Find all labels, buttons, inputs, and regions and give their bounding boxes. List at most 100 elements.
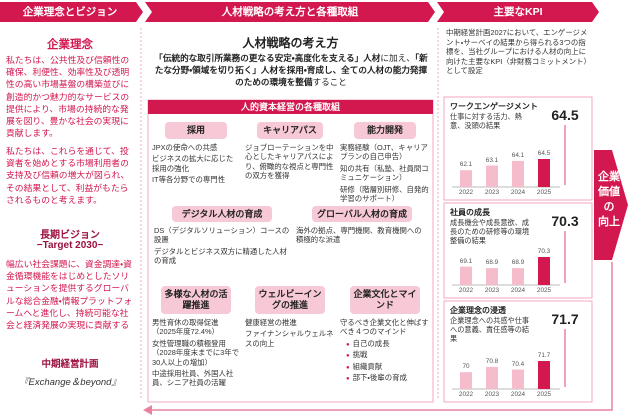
bar	[538, 361, 550, 389]
year-label: 2024	[510, 391, 526, 398]
year-label: 2023	[484, 287, 500, 294]
initiative-body: 健康経営の推進ファイナンシャルウェルネスの向上	[245, 318, 335, 350]
bar-value-label: 70.8	[485, 357, 499, 365]
philosophy-text: 私たちは、これらを通じて、投資者を始めとする市場利用者の支持及び信頼の増大が図ら…	[6, 146, 130, 205]
kpi-headline: 64.5	[551, 107, 579, 123]
initiative-title: 採用	[165, 122, 227, 139]
bar-value-label: 64.1	[511, 151, 525, 159]
philosophy-title: 企業理念	[47, 39, 93, 51]
plan-name: 『Exchange＆beyond』	[19, 377, 121, 388]
year-label: 2022	[458, 287, 474, 294]
bar-value-label: 69.1	[459, 257, 473, 265]
initiative-line: ジョブローテーションを中心としたキャリアパスにより、俯瞰的な視点と専門性の双方を…	[245, 143, 334, 181]
strategy-segment: すること	[312, 77, 347, 87]
header-title: 主要なKPI	[493, 6, 543, 18]
bar-value-label: 68.9	[485, 259, 499, 267]
initiative-line: ファイナンシャルウェルネスの向上	[245, 329, 334, 348]
vision-title: 長期ビジョン	[40, 230, 100, 241]
initiative-title: ウェルビーイングの推進	[255, 286, 325, 314]
outcome-arrow	[594, 150, 628, 260]
initiative-bullet: 部下・後輩の育成	[346, 373, 430, 384]
initiative-title: 能力開発	[354, 122, 416, 139]
bar-value-label: 68.9	[511, 259, 525, 267]
initiative-line: IT等各分野での専門性	[152, 175, 226, 185]
initiative-body: DS（デジタルソリューション）コースの設置 デジタルとビジネス双方に精通した人材の…	[154, 226, 290, 268]
strategy-segment: 「伝統的な取引所業務の更なる安定・高度化を支える」人材	[154, 53, 381, 63]
kpi-desc: 企業理念への共感や仕事への意義、責任感等の結果	[450, 316, 530, 343]
bar	[460, 266, 472, 285]
initiative-title: デジタル人材の育成	[172, 206, 272, 222]
header-chevron	[437, 2, 599, 22]
year-label: 2025	[536, 287, 552, 294]
initiative-line: 女性管理職の積極登用（2028年度末までに3年で30人以上の増加）	[152, 338, 240, 367]
header-chevron	[0, 2, 143, 22]
vision-text: 幅広い社会課題に、資金調達・資金循環機能をはじめとしたソリューションを提供するグ…	[6, 259, 133, 331]
kpi-title: 企業理念の浸透	[450, 306, 506, 315]
year-label: 2025	[536, 189, 552, 196]
initiative-bullet: 自己の成長	[346, 339, 430, 350]
kpi-desc: 成長機会や成長意欲、成長のための研修等の環境整備の結果	[450, 218, 530, 245]
loop-arrowhead	[143, 405, 152, 415]
outcome-line: 価値の	[598, 186, 620, 213]
bar-value-label: 64.5	[537, 150, 551, 157]
initiative-line: ビジネスの拡大に応じた採用の強化	[152, 154, 234, 173]
philosophy-text: 私たちは、公共性及び信頼性の確保、利便性、効率性及び透明性の高い市場基盤の構築並…	[6, 55, 130, 139]
initiative-line: 海外の拠点、専門機関、教育機関への積極的な派遣	[296, 226, 422, 245]
initiative-line: DS（デジタルソリューション）コースの設置	[154, 226, 290, 245]
kpi-headline: 71.7	[551, 311, 579, 327]
kpi-desc: 仕事に対する活力、熱意、没頭の結果	[450, 112, 522, 130]
loop-line	[150, 262, 613, 411]
kpi-headline: 70.3	[551, 213, 579, 229]
initiative-line: 研修（階層別研修、自発的学習のサポート）	[340, 184, 429, 204]
initiative-line: デジタルとビジネス双方に精通した人材の育成	[154, 246, 287, 266]
year-label: 2024	[510, 189, 526, 196]
initiative-title: キャリアパス	[257, 122, 323, 139]
initiative-body: 男性育休の取得促進（2025年度72.4%） 女性管理職の積極登用（2028年度末…	[152, 318, 240, 390]
bar-value-label: 71.7	[537, 352, 551, 359]
initiative-bullet: 組織貢献	[346, 362, 430, 373]
kpi-title: 社員の成長	[450, 208, 490, 217]
kpi-title: ワークエンゲージメント	[450, 102, 538, 111]
header-title: 企業理念とビジョン	[22, 6, 118, 18]
strategy-text: 「伝統的な取引所業務の更なる安定・高度化を支える」人材に加え、「新たな分野・領域…	[152, 52, 430, 88]
bar-value-label: 70.3	[537, 248, 551, 255]
outcome-line: 向上	[598, 216, 620, 228]
initiative-line: 守るべき企業文化と伸ばすべき４つのマインド	[340, 318, 429, 337]
outcome-line: 企業	[598, 171, 620, 183]
bar-value-label: 70.4	[511, 360, 525, 368]
strategy-segment: 「新たな分野・領域を切り拓く」人材を採用・育成し、全ての人材の能力発揮のための環…	[154, 53, 428, 87]
year-label: 2022	[458, 189, 474, 196]
bar	[460, 372, 472, 389]
initiative-body: 実務経験（OJT、キャリアプランの自己申告） 知の共有（私塾、社員間コミュニケーシ…	[340, 143, 430, 205]
bar-value-label: 62.1	[459, 161, 473, 169]
initiative-title: グローバル人材の育成	[312, 206, 412, 222]
initiative-body: 守るべき企業文化と伸ばすべき４つのマインド自己の成長挑戦組織貢献部下・後輩の育成	[340, 318, 430, 384]
bar	[538, 159, 550, 187]
bar-value-label: 70	[462, 363, 470, 371]
year-label: 2025	[536, 391, 552, 398]
bar	[486, 165, 498, 187]
initiative-bullet: 挑戦	[346, 350, 430, 361]
strategy-title: 人材戦略の考え方	[242, 36, 339, 50]
initiative-body: 海外の拠点、専門機関、教育機関への積極的な派遣	[296, 226, 428, 247]
bar	[512, 268, 524, 285]
initiative-line: 実務経験（OJT、キャリアプランの自己申告）	[340, 143, 428, 162]
initiatives-header	[148, 100, 433, 114]
bar	[538, 257, 550, 285]
header-title: 人材戦略の考え方と各種取組	[221, 6, 359, 18]
initiative-line: 健康経営の推進	[245, 318, 297, 327]
plan-title: 中期経営計画	[41, 359, 99, 370]
outcome-text: 企業 価値の 向上	[594, 170, 624, 230]
year-label: 2023	[484, 391, 500, 398]
bar-value-label: 63.1	[485, 156, 499, 164]
initiative-body: JPXの使命への共感 ビジネスの拡大に応じた採用の強化 IT等各分野での専門性	[152, 143, 240, 187]
initiatives-title: 人的資本経営の各種取組	[240, 102, 340, 112]
year-label: 2024	[510, 287, 526, 294]
initiative-title: 多様な人材の活躍推進	[161, 286, 231, 314]
kpi-intro: 中期経営計画2027において、エンゲージメント・サーベイの結果から得られる3つの…	[446, 28, 588, 76]
strategy-segment: に加え、	[380, 53, 415, 63]
initiative-line: 知の共有（私塾、社員間コミュニケーション）	[340, 163, 429, 183]
initiative-line: 中途採用社員、外国人社員、シニア社員の活躍	[152, 369, 234, 388]
